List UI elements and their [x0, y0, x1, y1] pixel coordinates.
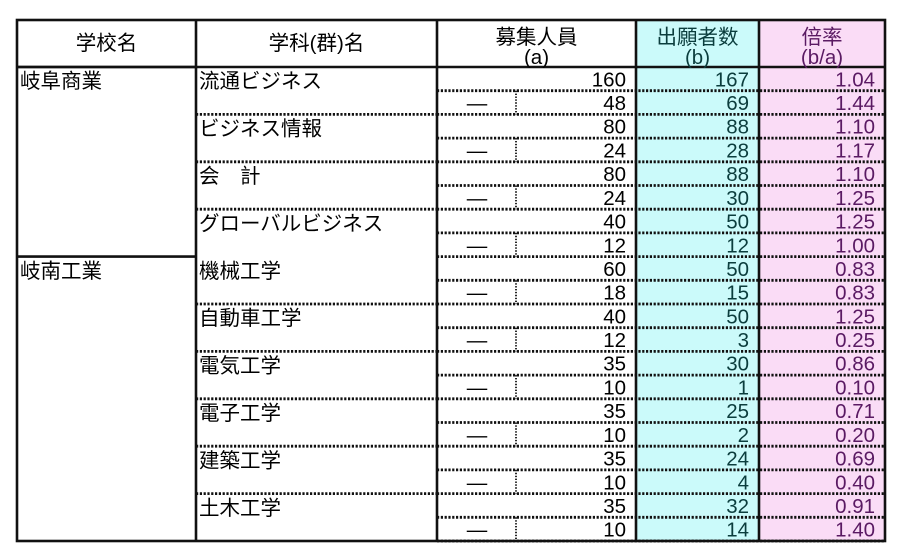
svg-text:28: 28: [726, 139, 749, 162]
svg-text:10: 10: [603, 471, 626, 494]
svg-text:48: 48: [603, 92, 626, 115]
svg-text:建築工学: 建築工学: [199, 449, 281, 472]
svg-text:0.69: 0.69: [835, 448, 875, 471]
svg-text:1.44: 1.44: [835, 92, 875, 115]
svg-text:30: 30: [726, 353, 749, 376]
svg-text:1: 1: [738, 376, 749, 399]
svg-text:35: 35: [603, 448, 626, 471]
svg-text:(b/a): (b/a): [801, 46, 843, 69]
svg-text:—: —: [467, 424, 488, 447]
svg-text:60: 60: [603, 258, 626, 281]
svg-text:24: 24: [603, 187, 626, 210]
svg-text:0.71: 0.71: [835, 400, 875, 423]
svg-text:0.91: 0.91: [835, 495, 875, 518]
svg-text:1.40: 1.40: [835, 519, 875, 542]
svg-text:12: 12: [603, 329, 626, 352]
svg-text:—: —: [467, 92, 488, 115]
svg-text:0.86: 0.86: [835, 353, 875, 376]
svg-text:4: 4: [738, 471, 749, 494]
svg-text:32: 32: [726, 495, 749, 518]
svg-text:1.17: 1.17: [835, 139, 875, 162]
svg-text:25: 25: [726, 400, 749, 423]
svg-text:学科(群)名: 学科(群)名: [269, 32, 365, 55]
svg-text:2: 2: [738, 424, 749, 447]
svg-text:12: 12: [603, 234, 626, 257]
svg-text:0.83: 0.83: [835, 258, 875, 281]
svg-text:1.25: 1.25: [835, 187, 875, 210]
svg-text:10: 10: [603, 424, 626, 447]
svg-text:24: 24: [603, 139, 626, 162]
svg-text:35: 35: [603, 400, 626, 423]
svg-text:電気工学: 電気工学: [199, 355, 281, 378]
svg-text:電子工学: 電子工学: [199, 402, 281, 425]
svg-text:岐南工業: 岐南工業: [20, 260, 102, 283]
svg-text:3: 3: [738, 329, 749, 352]
svg-text:88: 88: [726, 116, 749, 139]
svg-text:—: —: [467, 187, 488, 210]
svg-text:15: 15: [726, 282, 749, 305]
svg-text:10: 10: [603, 519, 626, 542]
svg-text:ビジネス情報: ビジネス情報: [199, 118, 322, 141]
svg-text:—: —: [467, 282, 488, 305]
svg-text:160: 160: [592, 68, 626, 91]
svg-text:—: —: [467, 139, 488, 162]
svg-text:1.25: 1.25: [835, 211, 875, 234]
svg-text:—: —: [467, 519, 488, 542]
svg-text:24: 24: [726, 448, 749, 471]
svg-text:50: 50: [726, 258, 749, 281]
svg-text:35: 35: [603, 495, 626, 518]
svg-text:0.25: 0.25: [835, 329, 875, 352]
svg-text:(b): (b): [685, 46, 710, 69]
svg-text:30: 30: [726, 187, 749, 210]
svg-text:会 計: 会 計: [199, 165, 261, 188]
svg-text:40: 40: [603, 305, 626, 328]
svg-text:自動車工学: 自動車工学: [199, 307, 302, 330]
svg-text:35: 35: [603, 353, 626, 376]
svg-text:—: —: [467, 471, 488, 494]
svg-text:学校名: 学校名: [76, 32, 138, 55]
svg-text:14: 14: [726, 519, 749, 542]
svg-text:167: 167: [715, 68, 749, 91]
svg-text:1.10: 1.10: [835, 116, 875, 139]
svg-text:10: 10: [603, 376, 626, 399]
svg-text:(a): (a): [524, 46, 549, 69]
svg-text:0.83: 0.83: [835, 282, 875, 305]
svg-text:土木工学: 土木工学: [199, 497, 281, 520]
svg-text:50: 50: [726, 305, 749, 328]
svg-text:機械工学: 機械工学: [199, 260, 281, 283]
svg-text:—: —: [467, 376, 488, 399]
svg-text:50: 50: [726, 211, 749, 234]
svg-text:1.10: 1.10: [835, 163, 875, 186]
svg-text:69: 69: [726, 92, 749, 115]
svg-text:88: 88: [726, 163, 749, 186]
svg-text:1.25: 1.25: [835, 305, 875, 328]
svg-text:流通ビジネス: 流通ビジネス: [199, 70, 322, 93]
svg-text:1.04: 1.04: [835, 68, 875, 91]
svg-text:グローバルビジネス: グローバルビジネス: [199, 212, 383, 235]
svg-text:—: —: [467, 234, 488, 257]
svg-text:80: 80: [603, 116, 626, 139]
svg-text:—: —: [467, 329, 488, 352]
svg-text:18: 18: [603, 282, 626, 305]
svg-text:0.10: 0.10: [835, 376, 875, 399]
svg-text:80: 80: [603, 163, 626, 186]
svg-text:40: 40: [603, 211, 626, 234]
svg-text:0.40: 0.40: [835, 471, 875, 494]
svg-text:0.20: 0.20: [835, 424, 875, 447]
svg-text:1.00: 1.00: [835, 234, 875, 257]
svg-text:岐阜商業: 岐阜商業: [20, 70, 102, 93]
svg-text:12: 12: [726, 234, 749, 257]
